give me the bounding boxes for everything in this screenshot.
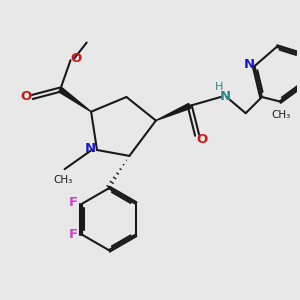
- Polygon shape: [156, 103, 191, 121]
- Text: F: F: [69, 196, 78, 209]
- Text: CH₃: CH₃: [53, 175, 73, 185]
- Text: N: N: [220, 91, 231, 103]
- Text: O: O: [197, 133, 208, 146]
- Text: CH₃: CH₃: [272, 110, 291, 120]
- Text: O: O: [20, 91, 32, 103]
- Text: N: N: [85, 142, 96, 155]
- Text: H: H: [215, 82, 224, 92]
- Polygon shape: [59, 88, 91, 112]
- Text: N: N: [244, 58, 255, 71]
- Text: O: O: [70, 52, 81, 65]
- Text: F: F: [69, 228, 78, 241]
